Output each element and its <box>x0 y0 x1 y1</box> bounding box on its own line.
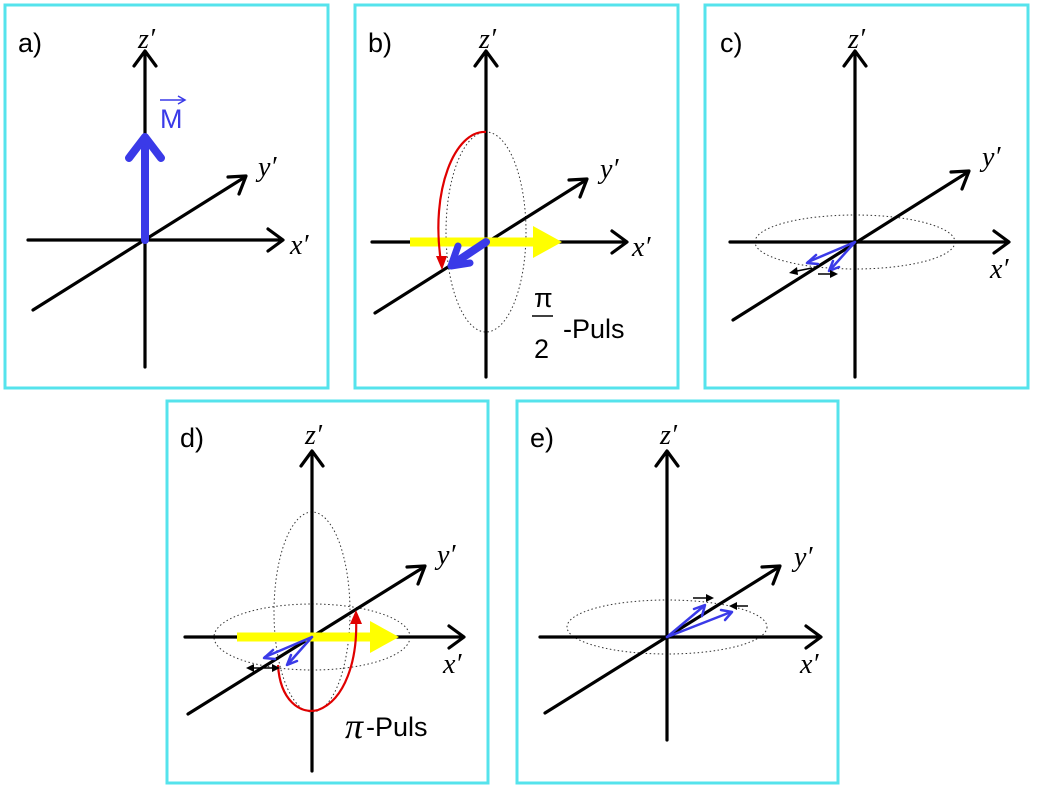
panel-d: d) z′ y′ x′ π -Puls <box>165 399 490 785</box>
panel-b-rf-field-arrowhead <box>533 226 562 258</box>
panel-b-z-label: z′ <box>478 24 497 55</box>
panel-b-x-arrowhead <box>610 229 629 255</box>
panel-a-z-arrowhead <box>132 49 158 68</box>
panel-c-dephasing-arrow-left-head <box>789 267 798 275</box>
panel-d-x-label: x′ <box>442 649 462 680</box>
panel-b-pulse-numerator: π <box>534 283 553 313</box>
panel-e-x-arrowhead <box>804 624 823 650</box>
panel-a-frame <box>3 3 330 390</box>
panel-d-spin-vector-1 <box>263 635 314 659</box>
panel-a-y-axis <box>31 175 247 312</box>
panel-c-z-label: z′ <box>847 24 866 55</box>
panel-a-x-arrowhead <box>266 227 285 253</box>
panel-e-z-label: z′ <box>659 420 678 451</box>
panel-b-frame <box>353 3 680 390</box>
panel-c: c) z′ y′ x′ <box>703 3 1030 390</box>
panel-a-y-label: y′ <box>255 152 277 183</box>
panel-a-vector-overarrow-head <box>177 95 187 105</box>
panel-e-rephasing-arrow-left-head <box>729 602 737 610</box>
panel-b-z-arrowhead <box>473 49 499 68</box>
panel-d-y-label: y′ <box>434 540 456 571</box>
panel-c-y-label: y′ <box>979 142 1001 173</box>
panel-d-dephasing-arrow-right-head <box>272 664 280 672</box>
panel-e-z-arrowhead <box>654 449 680 468</box>
panel-d-x-arrowhead <box>447 624 466 650</box>
panel-d-z-label: z′ <box>304 420 323 451</box>
panel-e-spin-vector-1 <box>665 604 706 639</box>
panel-a-magnetization-label: M <box>160 104 183 134</box>
panel-e-frame <box>515 399 840 785</box>
panel-d-spin-vector-1-head <box>262 648 277 661</box>
panel-c-x-label: x′ <box>989 254 1009 285</box>
panel-b-rotation-arc <box>437 130 487 263</box>
panel-d-rf-field-arrowhead <box>370 621 399 653</box>
panel-b-y-arrowhead <box>567 177 589 199</box>
panel-c-spin-vector-1 <box>806 240 857 264</box>
panel-b-pulse-denominator: 2 <box>534 334 549 364</box>
panel-c-spin-vector-1-head <box>805 253 820 266</box>
panel-e-y-arrowhead <box>760 564 782 586</box>
panel-e-rephasing-arrow-right-head <box>706 594 714 602</box>
panel-b: b) z′ y′ x′ π 2 -Puls <box>353 3 680 390</box>
panel-d-spin-vector-2 <box>286 635 314 666</box>
panel-d-spin-vector-2-head <box>285 653 299 667</box>
panel-d-z-arrowhead <box>299 449 325 468</box>
panel-d-frame <box>165 399 490 785</box>
panel-a-label: a) <box>18 28 42 58</box>
panel-a-y-arrowhead <box>226 174 248 196</box>
panel-e-y-axis <box>543 565 781 715</box>
panel-c-spin-vector-2-head <box>827 259 841 273</box>
panel-c-spin-vector-2 <box>828 240 857 272</box>
panel-e-spin-vector-2 <box>665 610 733 639</box>
panel-e-y-label: y′ <box>791 542 813 573</box>
panel-d-pulse-symbol: π <box>345 706 364 746</box>
panel-d-y-arrowhead <box>405 564 427 586</box>
panel-b-magnetization-arrowhead <box>447 242 474 270</box>
panel-e-x-label: x′ <box>799 649 819 680</box>
panel-c-z-arrowhead <box>842 49 868 68</box>
panel-e-spin-vector-2-head <box>719 608 734 622</box>
panel-e-xy-plane-ellipse <box>566 599 768 655</box>
panel-e: e) z′ y′ x′ <box>515 399 840 785</box>
panel-b-magnetization-vector <box>449 238 490 268</box>
panel-a-x-label: x′ <box>289 230 309 261</box>
panel-d-rotation-arc <box>276 616 358 713</box>
panel-e-spin-vector-1-head <box>692 603 707 618</box>
panel-b-x-label: x′ <box>631 232 651 263</box>
panel-d-label: d) <box>180 423 204 453</box>
panel-c-frame <box>703 3 1030 390</box>
panel-c-dephasing-arrow-right-head <box>830 270 838 278</box>
panel-b-rotation-arc-head <box>436 256 447 270</box>
panel-d-pulse-text: -Puls <box>366 712 428 742</box>
panel-c-label: c) <box>720 28 743 58</box>
panel-c-x-arrowhead <box>992 229 1011 255</box>
panel-a: a) z′ y′ x′ M <box>3 3 330 390</box>
panel-b-y-label: y′ <box>597 154 619 185</box>
panel-d-dephasing-arrow-left-head <box>246 664 254 672</box>
panel-d-rotation-arc-head <box>350 610 362 624</box>
panel-e-label: e) <box>530 423 554 453</box>
panel-a-magnetization-arrowhead <box>125 133 165 162</box>
panel-b-pulse-text: -Puls <box>563 314 625 344</box>
panel-a-z-label: z′ <box>137 24 156 55</box>
panel-b-label: b) <box>368 28 392 58</box>
panel-c-y-arrowhead <box>949 169 971 191</box>
